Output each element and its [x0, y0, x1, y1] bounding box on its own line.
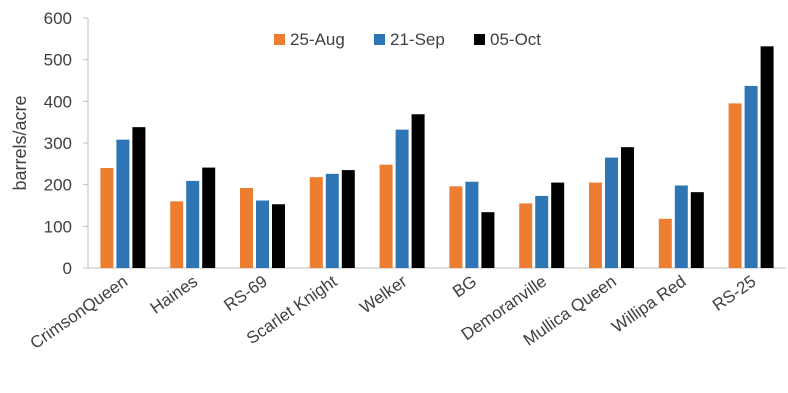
- legend-swatch: [274, 34, 285, 45]
- bar-05-Oct-Mullica Queen: [621, 147, 634, 268]
- bar-25-Aug-Willipa Red: [658, 218, 672, 268]
- y-tick-label: 200: [44, 176, 72, 195]
- bar-21-Sep-Scarlet Knight: [325, 173, 339, 268]
- bar-05-Oct-Welker: [411, 114, 425, 268]
- legend: 25-Aug 21-Sep 05-Oct: [274, 30, 541, 49]
- bar-21-Sep-RS-69: [256, 200, 269, 268]
- bar-21-Sep-CrimsonQueen: [116, 139, 130, 268]
- legend-swatch: [374, 34, 385, 45]
- bar-05-Oct-Haines: [202, 167, 216, 268]
- bar-05-Oct-RS-25: [760, 46, 774, 269]
- bar-25-Aug-RS-25: [728, 103, 742, 269]
- bar-21-Sep-Mullica Queen: [605, 157, 618, 268]
- x-tick-label: BG: [449, 272, 480, 302]
- bar-05-Oct-Scarlet Knight: [341, 170, 355, 268]
- bar-25-Aug-BG: [449, 186, 463, 268]
- x-tick-label: RS-25: [709, 272, 759, 315]
- bar-25-Aug-Scarlet Knight: [309, 177, 323, 268]
- bar-05-Oct-RS-69: [272, 204, 285, 268]
- y-tick-label: 300: [44, 134, 72, 153]
- bar-21-Sep-RS-25: [744, 85, 758, 269]
- y-axis-title: barrels/acre: [10, 95, 30, 190]
- x-tick-label: Welker: [356, 272, 410, 318]
- bar-25-Aug-Welker: [379, 164, 393, 268]
- legend-label: 21-Sep: [390, 30, 445, 49]
- bar-21-Sep-Haines: [186, 180, 200, 268]
- bar-21-Sep-Willipa Red: [674, 185, 688, 268]
- x-tick-label: Willipa Red: [608, 272, 689, 337]
- y-tick-label: 400: [44, 92, 72, 111]
- bar-05-Oct-CrimsonQueen: [132, 127, 146, 269]
- legend-swatch: [474, 34, 485, 45]
- bar-21-Sep-Demoranville: [535, 195, 549, 268]
- bar-25-Aug-Demoranville: [519, 203, 533, 268]
- bar-25-Aug-Haines: [170, 201, 184, 268]
- bar-21-Sep-Welker: [395, 129, 409, 268]
- bars: [100, 46, 774, 269]
- bar-21-Sep-BG: [465, 181, 479, 268]
- bar-05-Oct-Willipa Red: [690, 192, 704, 268]
- bar-25-Aug-RS-69: [240, 188, 253, 268]
- legend-label: 25-Aug: [290, 30, 345, 49]
- x-tick-label: RS-69: [220, 272, 270, 315]
- bar-25-Aug-Mullica Queen: [589, 182, 602, 268]
- y-tick-label: 100: [44, 217, 72, 236]
- bar-05-Oct-BG: [481, 212, 495, 268]
- y-tick-label: 500: [44, 51, 72, 70]
- x-tick-label: CrimsonQueen: [27, 272, 132, 353]
- bar-25-Aug-CrimsonQueen: [100, 168, 114, 268]
- x-tick-label: Haines: [147, 272, 201, 318]
- y-tick-label: 0: [63, 259, 72, 278]
- bar-05-Oct-Demoranville: [551, 182, 565, 268]
- y-tick-label: 600: [44, 9, 72, 28]
- legend-label: 05-Oct: [490, 30, 541, 49]
